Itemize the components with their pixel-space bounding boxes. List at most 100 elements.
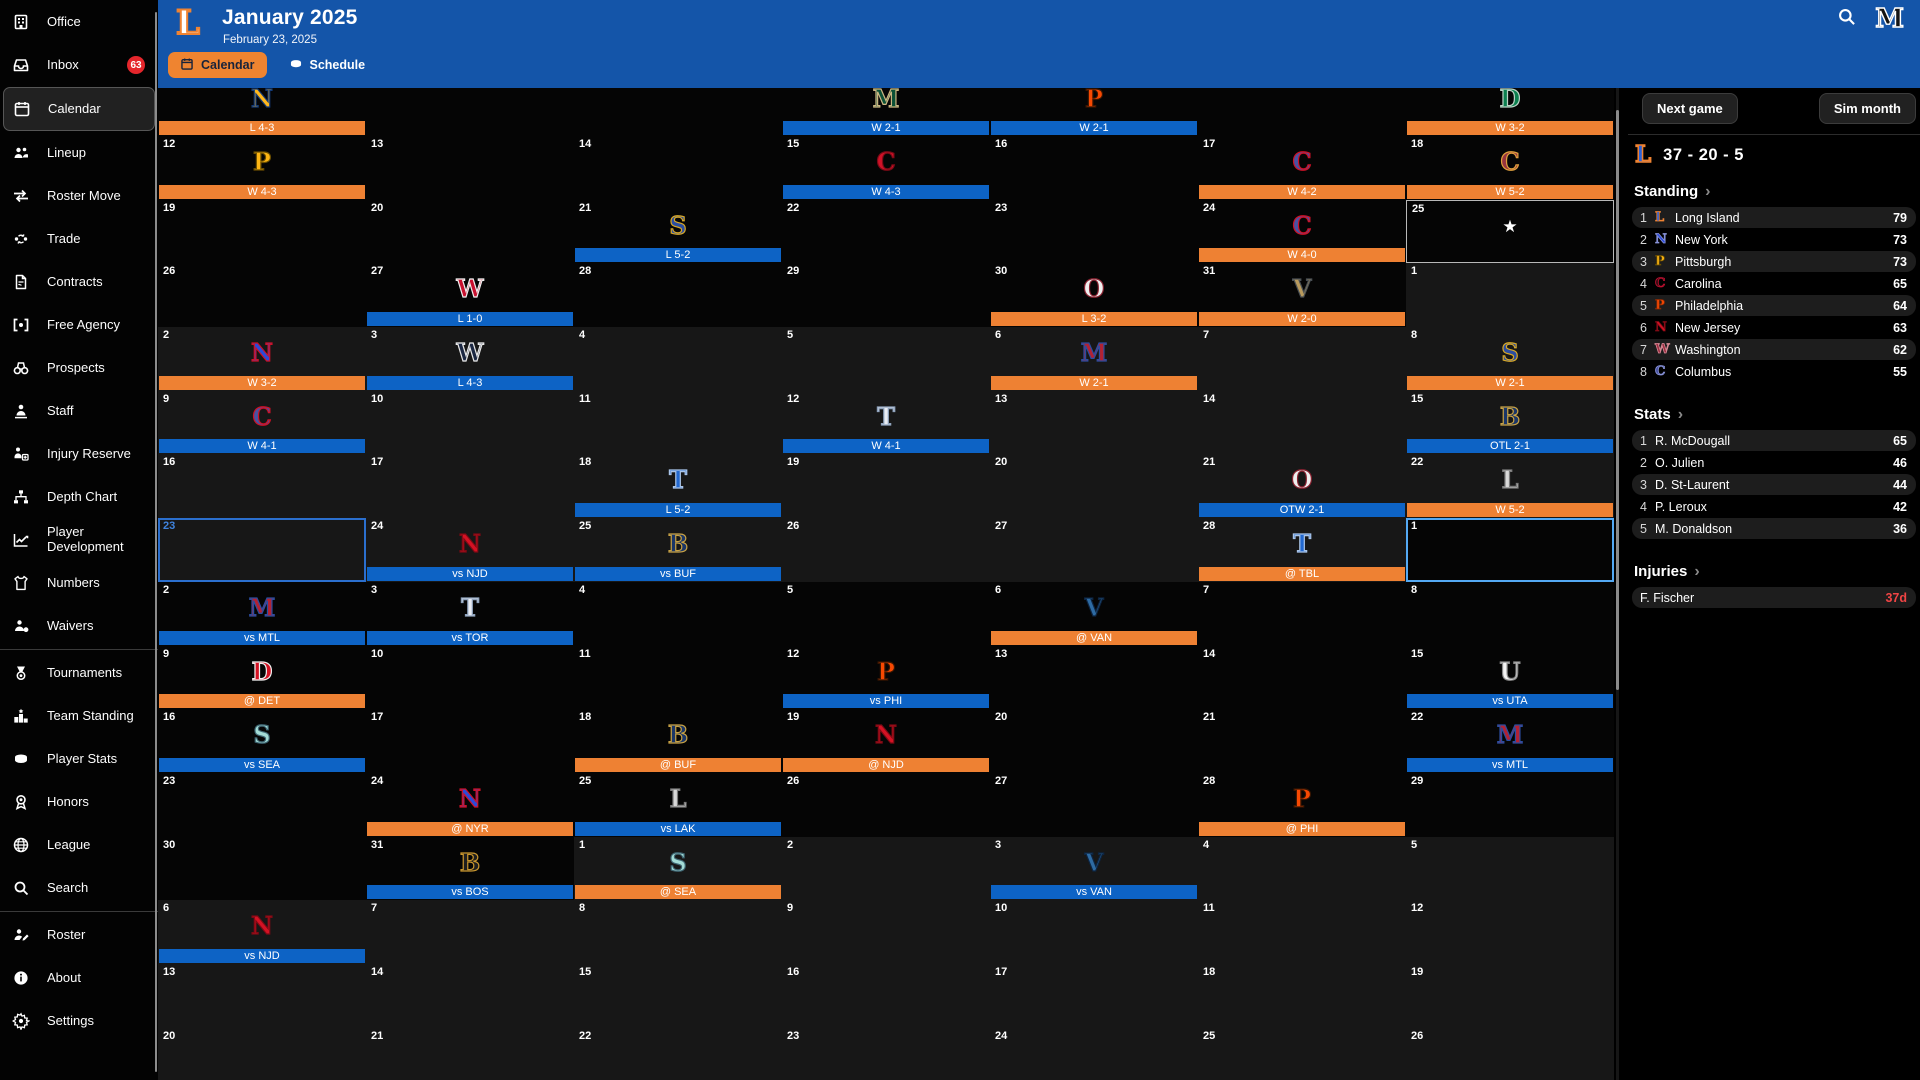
calendar-cell-feb-28[interactable]: 28 T @ TBL	[1198, 518, 1406, 582]
calendar-cell-mar-6[interactable]: 6 V @ VAN	[990, 581, 1198, 646]
calendar-cell-jan-16[interactable]: 16	[990, 136, 1198, 200]
calendar-cell-mar-23[interactable]: 23	[158, 772, 366, 837]
calendar-scrollbar[interactable]	[1616, 88, 1619, 1080]
calendar-cell-feb-22[interactable]: 22 L W 5-2	[1406, 454, 1614, 519]
calendar-cell-jan-30[interactable]: 30 O L 3-2	[990, 263, 1198, 328]
calendar-cell[interactable]	[574, 88, 782, 136]
sidebar-item-honors[interactable]: Honors	[3, 781, 155, 823]
calendar-cell-mar-27[interactable]: 27	[990, 772, 1198, 837]
injuries-row[interactable]: F. Fischer 37d	[1632, 587, 1916, 608]
sidebar-item-free-agency[interactable]: Free Agency	[3, 304, 155, 346]
calendar-cell[interactable]: D W 3-2	[1406, 88, 1614, 136]
calendar-cell-mar-30[interactable]: 30	[158, 836, 366, 901]
calendar-cell-apr-16[interactable]: 16	[782, 963, 990, 1028]
calendar-cell-feb-4[interactable]: 4	[574, 327, 782, 391]
sidebar-item-contracts[interactable]: Contracts	[3, 261, 155, 303]
calendar-cell-jan-25[interactable]: 25 ★	[1406, 199, 1614, 264]
sidebar-item-office[interactable]: Office	[3, 1, 155, 43]
sidebar-item-tournaments[interactable]: Tournaments	[3, 652, 155, 694]
calendar-cell-mar-13[interactable]: 13	[990, 645, 1198, 710]
tab-calendar[interactable]: Calendar	[168, 52, 267, 78]
section-header-standing[interactable]: Standing ›	[1628, 174, 1920, 206]
calendar-cell-apr-13[interactable]: 13	[158, 963, 366, 1028]
stats-row[interactable]: 5 M. Donaldson 36	[1632, 518, 1916, 539]
calendar-cell-apr-17[interactable]: 17	[990, 963, 1198, 1028]
stats-row[interactable]: 1 R. McDougall 65	[1632, 430, 1916, 451]
calendar-cell-jan-12[interactable]: 12 P W 4-3	[158, 136, 366, 200]
calendar-cell-apr-26[interactable]: 26	[1406, 1027, 1614, 1080]
calendar-cell-feb-12[interactable]: 12 T W 4-1	[782, 390, 990, 455]
calendar-cell-feb-27[interactable]: 27	[990, 518, 1198, 582]
sim-month-button[interactable]: Sim month	[1818, 93, 1916, 124]
sidebar-item-lineup[interactable]: Lineup	[3, 132, 155, 174]
calendar-cell-feb-5[interactable]: 5	[782, 327, 990, 391]
calendar-cell-mar-11[interactable]: 11	[574, 645, 782, 710]
stats-row[interactable]: 3 D. St-Laurent 44	[1632, 474, 1916, 495]
calendar-cell-apr-19[interactable]: 19	[1406, 963, 1614, 1028]
calendar-cell-apr-21[interactable]: 21	[366, 1027, 574, 1080]
sidebar-item-staff[interactable]: Staff	[3, 390, 155, 432]
calendar-cell-jan-20[interactable]: 20	[366, 199, 574, 264]
calendar-cell-apr-9[interactable]: 9	[782, 900, 990, 964]
stats-row[interactable]: 2 O. Julien 46	[1632, 452, 1916, 473]
calendar-cell-feb-2[interactable]: 2 N W 3-2	[158, 327, 366, 391]
sidebar-item-search[interactable]: Search	[3, 867, 155, 909]
calendar-cell-apr-1[interactable]: 1 S @ SEA	[574, 836, 782, 901]
calendar-cell-jan-22[interactable]: 22	[782, 199, 990, 264]
standing-row[interactable]: 4 C Carolina 65	[1632, 273, 1916, 294]
sidebar-item-player-stats[interactable]: Player Stats	[3, 738, 155, 780]
calendar-cell-mar-7[interactable]: 7	[1198, 581, 1406, 646]
calendar-cell-apr-10[interactable]: 10	[990, 900, 1198, 964]
calendar-cell-apr-4[interactable]: 4	[1198, 836, 1406, 901]
calendar-cell-mar-1[interactable]: 1	[1406, 518, 1614, 582]
calendar-cell-mar-24[interactable]: 24 N @ NYR	[366, 772, 574, 837]
standing-row[interactable]: 5 P Philadelphia 64	[1632, 295, 1916, 316]
calendar-cell-mar-4[interactable]: 4	[574, 581, 782, 646]
standing-row[interactable]: 8 C Columbus 55	[1632, 361, 1916, 382]
standing-row[interactable]: 3 P Pittsburgh 73	[1632, 251, 1916, 272]
tab-schedule[interactable]: Schedule	[277, 52, 378, 78]
calendar-cell-mar-26[interactable]: 26	[782, 772, 990, 837]
calendar-cell-jan-18[interactable]: 18 C W 5-2	[1406, 136, 1614, 200]
calendar-cell-mar-8[interactable]: 8	[1406, 581, 1614, 646]
sidebar-item-settings[interactable]: Settings	[3, 1000, 155, 1042]
sidebar-item-depth-chart[interactable]: Depth Chart	[3, 476, 155, 518]
calendar-cell[interactable]: M W 2-1	[782, 88, 990, 136]
sidebar-item-waivers[interactable]: Waivers	[3, 605, 155, 647]
next-game-button[interactable]: Next game	[1642, 93, 1738, 124]
calendar-cell-jan-13[interactable]: 13	[366, 136, 574, 200]
sidebar-item-inbox[interactable]: Inbox 63	[3, 44, 155, 86]
sidebar-item-roster-move[interactable]: Roster Move	[3, 175, 155, 217]
sidebar-item-about[interactable]: About	[3, 957, 155, 999]
standing-row[interactable]: 1 L Long Island 79	[1632, 207, 1916, 228]
calendar-cell-apr-12[interactable]: 12	[1406, 900, 1614, 964]
sidebar-item-team-standing[interactable]: Team Standing	[3, 695, 155, 737]
calendar-cell-mar-14[interactable]: 14	[1198, 645, 1406, 710]
calendar-cell-apr-24[interactable]: 24	[990, 1027, 1198, 1080]
calendar-cell-jan-29[interactable]: 29	[782, 263, 990, 328]
sidebar-item-calendar[interactable]: Calendar	[3, 87, 155, 131]
calendar-cell-feb-9[interactable]: 9 C W 4-1	[158, 390, 366, 455]
calendar-cell-apr-15[interactable]: 15	[574, 963, 782, 1028]
calendar-cell-feb-7[interactable]: 7	[1198, 327, 1406, 391]
calendar-cell-apr-18[interactable]: 18	[1198, 963, 1406, 1028]
calendar-cell-mar-20[interactable]: 20	[990, 709, 1198, 773]
calendar-cell-apr-7[interactable]: 7	[366, 900, 574, 964]
section-header-injuries[interactable]: Injuries ›	[1628, 554, 1920, 586]
calendar-cell-apr-2[interactable]: 2	[782, 836, 990, 901]
sidebar-item-roster[interactable]: Roster	[3, 914, 155, 956]
calendar-cell-apr-14[interactable]: 14	[366, 963, 574, 1028]
sidebar-item-prospects[interactable]: Prospects	[3, 347, 155, 389]
calendar-cell-feb-23[interactable]: 23	[158, 518, 366, 582]
calendar-cell-feb-11[interactable]: 11	[574, 390, 782, 455]
calendar-cell-mar-10[interactable]: 10	[366, 645, 574, 710]
calendar-cell-jan-21[interactable]: 21 S L 5-2	[574, 199, 782, 264]
calendar-cell[interactable]	[366, 88, 574, 136]
